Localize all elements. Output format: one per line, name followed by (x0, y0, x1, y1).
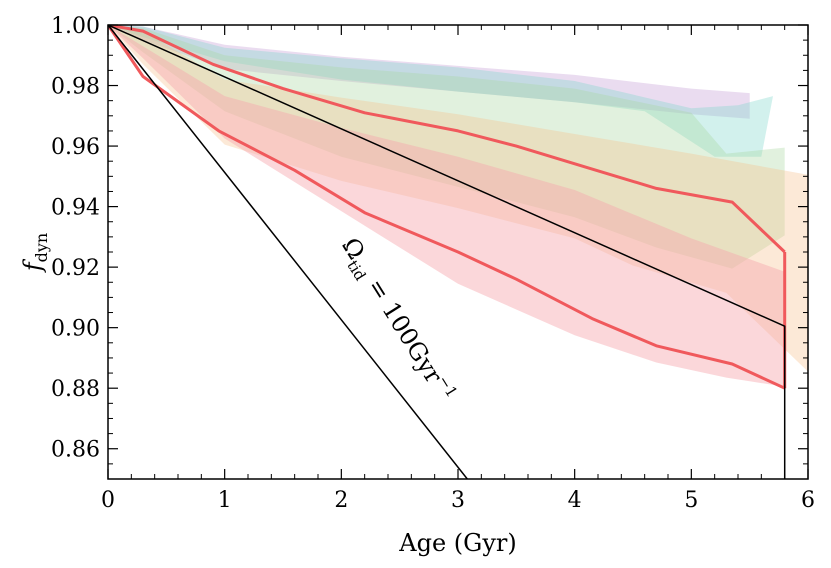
y-axis-label-sub: dyn (32, 233, 51, 263)
y-tick-label: 0.86 (51, 438, 100, 463)
x-tick-label: 2 (334, 488, 348, 513)
x-tick-label: 0 (101, 488, 115, 513)
y-tick-label: 0.92 (51, 256, 100, 281)
ticks-layer: 0 1 2 3 4 5 6 0.86 0.88 0.90 0.92 0.94 0.96 0.98 1.00 (51, 14, 815, 513)
orange-band (108, 25, 808, 372)
y-tick-label: 0.90 (51, 317, 100, 342)
x-tick-label: 6 (801, 488, 815, 513)
x-tick-label: 1 (218, 488, 232, 513)
y-tick-label: 0.94 (51, 196, 100, 221)
omega-tid-line (108, 25, 468, 479)
upper-red-line (108, 25, 786, 254)
pink-band (108, 25, 785, 387)
x-tick-label: 4 (568, 488, 582, 513)
purple-band (108, 25, 750, 119)
y-tick-label: 0.96 (51, 135, 100, 160)
lower-red-line (108, 25, 786, 390)
y-tick-label: 1.00 (51, 14, 100, 39)
lines-layer (108, 25, 787, 479)
y-tick-label: 0.88 (51, 377, 100, 402)
x-axis-label: Age (Gyr) (398, 529, 516, 557)
x-tick-label: 5 (684, 488, 698, 513)
cyan-band (108, 25, 773, 157)
x-tick-label: 3 (451, 488, 465, 513)
black-reference-line (108, 25, 786, 479)
y-tick-label: 0.98 (51, 75, 100, 100)
